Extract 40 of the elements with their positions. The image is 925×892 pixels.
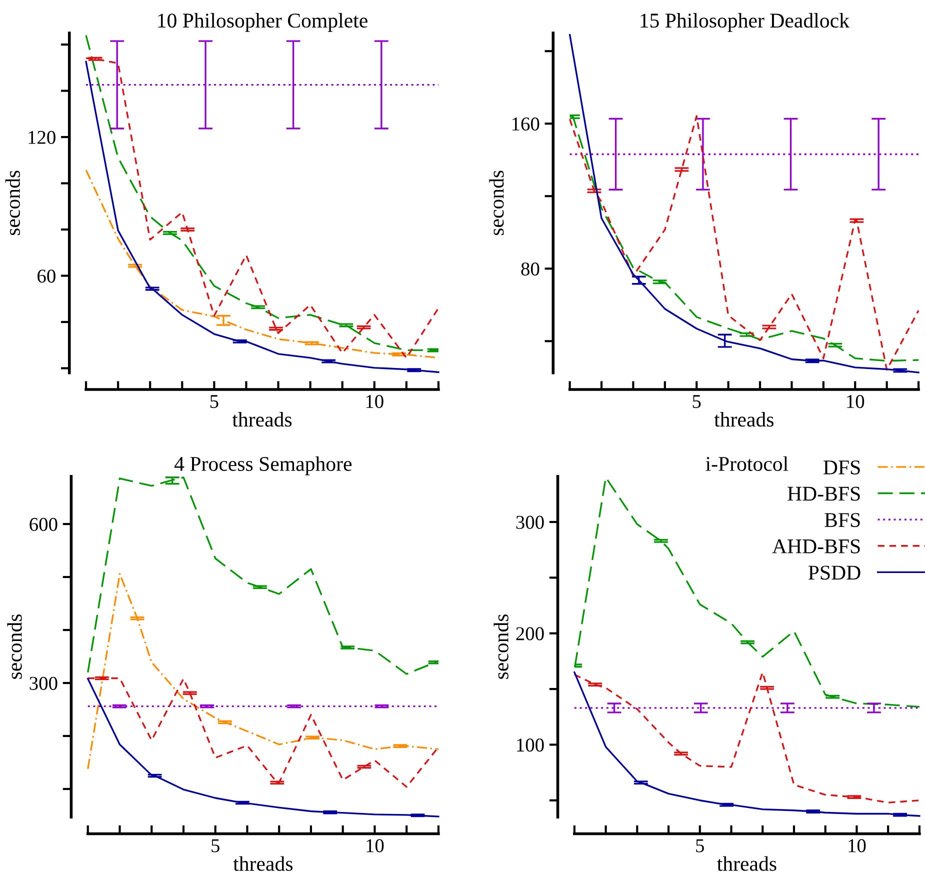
chart-title: 15 Philosopher Deadlock	[640, 12, 850, 32]
legend-label: DFS	[824, 460, 860, 474]
y-tick-label: 60	[38, 270, 56, 283]
y-tick-label: 200	[516, 627, 544, 640]
y-tick-label: 160	[512, 117, 540, 131]
y-tick-label: 300	[30, 676, 58, 690]
line-series	[87, 677, 440, 788]
y-axis-title: seconds	[5, 170, 20, 236]
x-axis-title: threads	[232, 412, 292, 427]
line-series	[568, 34, 920, 374]
y-axis-title: seconds	[489, 170, 504, 236]
line-series	[87, 573, 440, 770]
legend-label: HD-BFS	[788, 486, 860, 501]
line-series	[85, 169, 440, 359]
chart-title: 4 Process Semaphore	[174, 456, 352, 476]
x-axis-title: threads	[717, 856, 776, 871]
y-axis-title: seconds	[494, 614, 508, 679]
y-tick-label: 100	[517, 738, 544, 752]
line-series	[87, 476, 440, 675]
x-tick-label: 10	[848, 839, 866, 852]
x-tick-label: 5	[696, 839, 704, 852]
x-tick-label: 10	[366, 839, 384, 852]
y-tick-label: 120	[28, 130, 56, 144]
x-tick-label: 10	[847, 394, 864, 408]
legend-label: AHD-BFS	[772, 539, 860, 554]
x-axis-title: threads	[714, 412, 774, 427]
x-tick-label: 5	[212, 839, 220, 852]
y-axis-title: seconds	[7, 614, 22, 679]
chart-title: 10 Philosopher Complete	[158, 12, 368, 32]
y-tick-label: 80	[521, 262, 540, 276]
y-tick-label: 300	[516, 516, 544, 529]
chart-title: i-Protocol	[706, 456, 788, 471]
x-tick-label: 10	[366, 394, 384, 408]
line-series	[87, 678, 440, 818]
legend-label: BFS	[824, 513, 860, 528]
legend-label: PSDD	[808, 566, 860, 580]
x-tick-label: 5	[210, 395, 218, 408]
x-axis-title: threads	[233, 856, 292, 871]
y-tick-label: 600	[30, 518, 58, 531]
x-tick-label: 5	[692, 395, 701, 408]
